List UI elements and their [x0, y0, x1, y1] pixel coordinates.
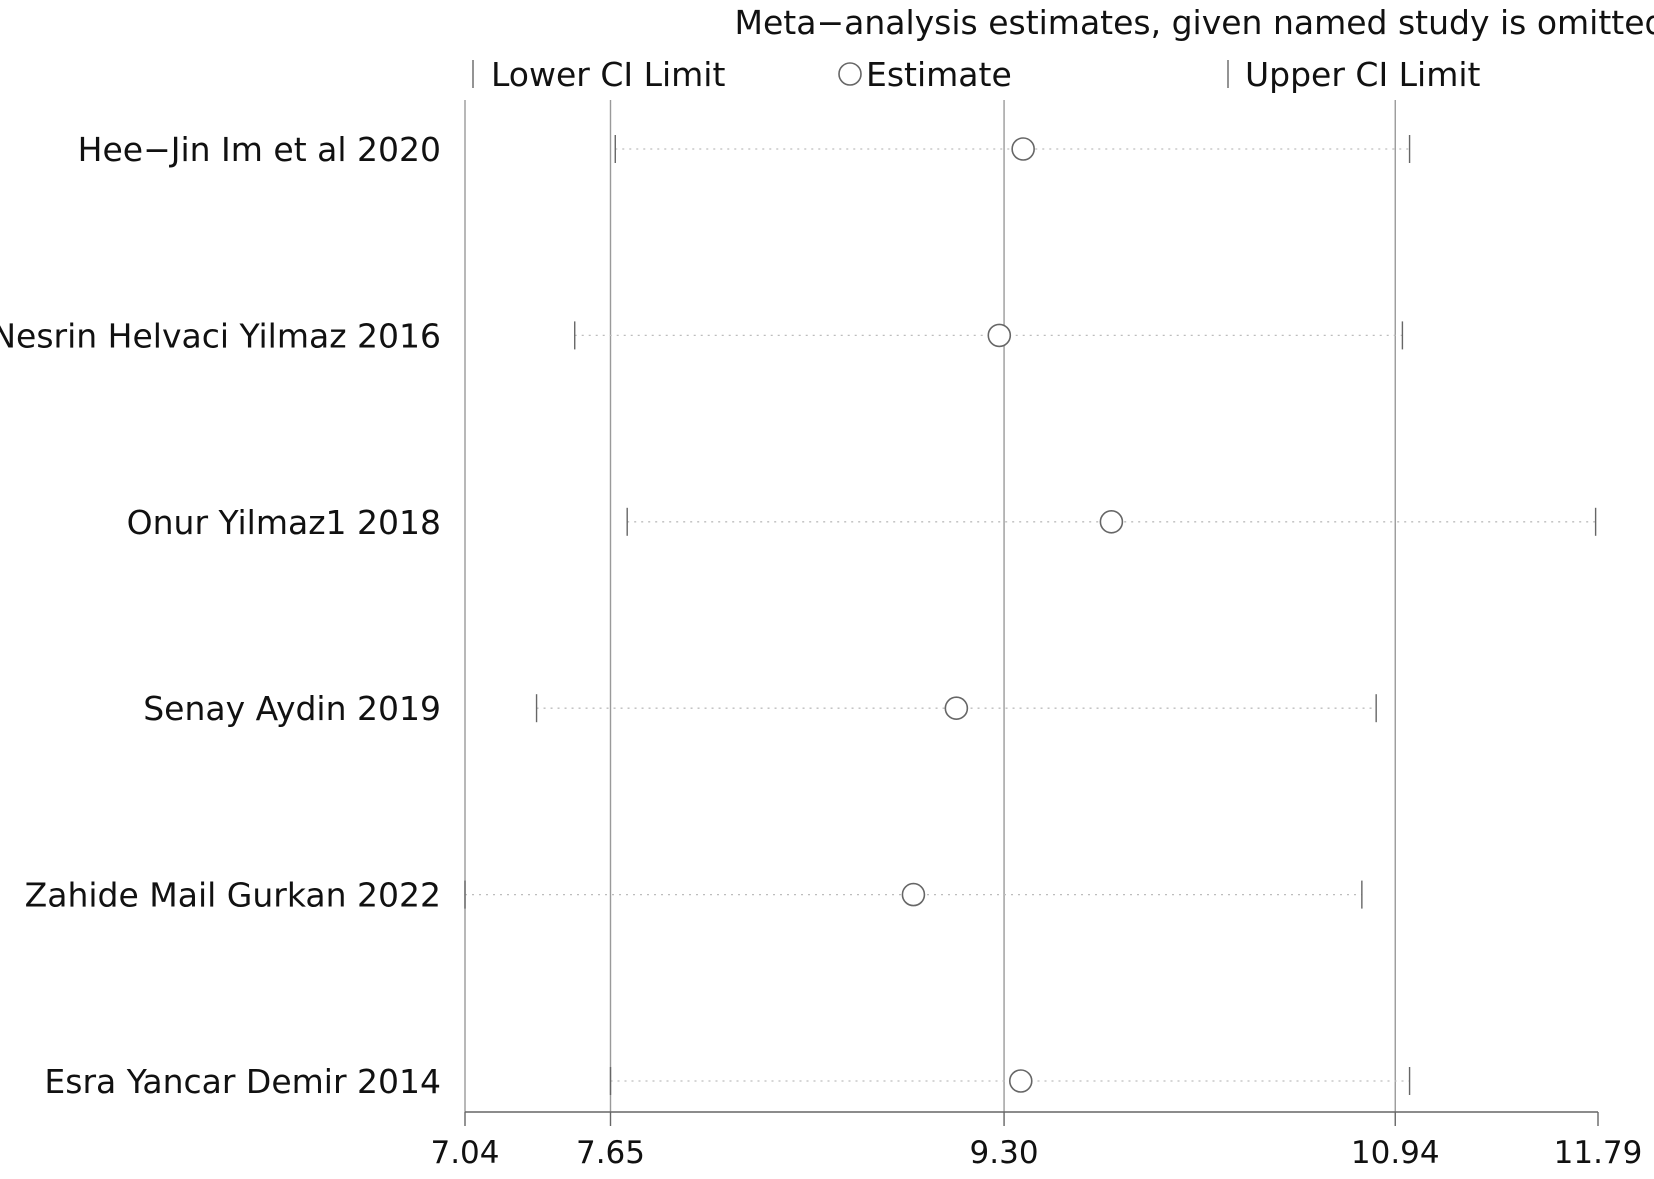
study-row: Nesrin Helvaci Yilmaz 2016 — [0, 316, 1404, 355]
study-row: Hee−Jin Im et al 2020 — [78, 130, 1411, 169]
study-row: Onur Yilmaz1 2018 — [127, 503, 1597, 542]
study-label: Hee−Jin Im et al 2020 — [78, 130, 441, 169]
legend-label: Upper CI Limit — [1245, 55, 1481, 94]
x-tick-label: 7.65 — [576, 1135, 645, 1171]
legend-estimate-marker — [838, 62, 862, 86]
study-label: Esra Yancar Demir 2014 — [44, 1062, 441, 1101]
estimate-marker — [1008, 1069, 1033, 1093]
study-label: Nesrin Helvaci Yilmaz 2016 — [0, 316, 441, 355]
estimate-marker — [1011, 137, 1035, 161]
estimate-marker — [987, 323, 1012, 348]
estimate-marker — [901, 882, 926, 907]
legend: Lower CI Limit Estimate Upper CI Limit — [472, 55, 1481, 94]
study-row: Senay Aydin 2019 — [143, 689, 1377, 728]
chart-title: Meta−analysis estimates, given named stu… — [735, 3, 1654, 42]
legend-label: Lower CI Limit — [491, 55, 725, 94]
x-tick-label: 10.94 — [1351, 1135, 1440, 1171]
legend-label: Estimate — [866, 55, 1012, 94]
reference-lines — [464, 100, 1396, 1112]
x-tick-label: 7.04 — [430, 1135, 499, 1171]
study-label: Senay Aydin 2019 — [143, 689, 441, 728]
x-axis: 7.04 7.65 9.30 10.94 11.79 — [430, 1111, 1643, 1171]
x-tick-label: 9.30 — [970, 1135, 1039, 1171]
estimate-marker — [944, 696, 969, 721]
study-label: Zahide Mail Gurkan 2022 — [25, 876, 441, 915]
study-label: Onur Yilmaz1 2018 — [127, 503, 441, 542]
estimate-marker — [1099, 509, 1124, 534]
x-tick-label: 11.79 — [1554, 1135, 1643, 1171]
study-rows: Hee−Jin Im et al 2020 Nesrin Helvaci Yilm… — [0, 130, 1597, 1101]
study-row: Zahide Mail Gurkan 2022 — [25, 876, 1363, 915]
study-row: Esra Yancar Demir 2014 — [44, 1062, 1411, 1101]
